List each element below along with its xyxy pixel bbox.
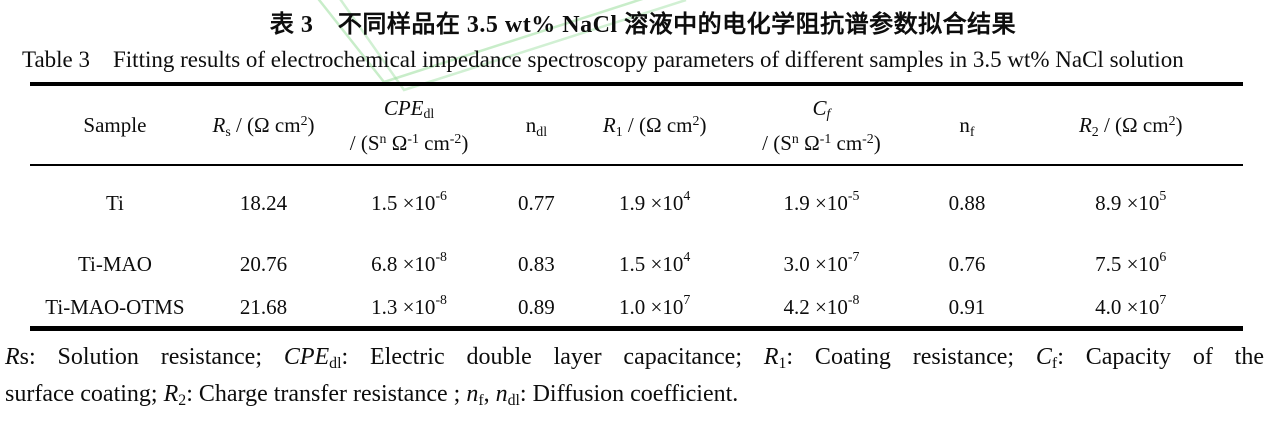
cell-cf: 1.9 ×10 -5 (783, 188, 860, 215)
cell-r2: 8.9 ×10 5 (1095, 188, 1167, 215)
cell-rs: 18.24 (239, 190, 288, 215)
cell-n-f: 0.76 (948, 251, 986, 276)
cell-n-dl: 0.89 (518, 294, 555, 319)
cell-cf: 3.0 ×10 -7 (783, 249, 860, 276)
cell-rs: 20.76 (239, 251, 288, 276)
col-header-r2: R2 / (Ω cm2) (1019, 86, 1243, 164)
cell-cf: 4.2 ×10 -8 (783, 292, 860, 319)
footnote-line-2: surface coating; R2: Charge transfer res… (5, 381, 739, 410)
cell-n-f: 0.88 (948, 190, 986, 215)
cell-r1: 1.9 ×10 4 (619, 188, 691, 215)
table-row-ti-mao: Ti-MAO 20.76 6.8 ×10 -8 0.83 1.5 ×10 4 3.0… (30, 240, 1243, 288)
table-header-row: Sample Rs / (Ω cm2) CPEdl / (Sn Ω-1 cm-2… (30, 86, 1243, 164)
col-header-rs: Rs / (Ω cm2) (200, 86, 327, 164)
col-header-sample: Sample (30, 86, 200, 164)
cell-rs: 21.68 (239, 294, 288, 319)
data-table: Sample Rs / (Ω cm2) CPEdl / (Sn Ω-1 cm-2… (30, 82, 1243, 331)
header-text: R1 / (Ω cm2) (602, 113, 707, 139)
cell-n-f: 0.91 (948, 294, 986, 319)
col-header-n-f: nf (915, 86, 1018, 164)
col-header-cpe-dl: CPEdl / (Sn Ω-1 cm-2) (327, 86, 491, 164)
cell-cpe-dl: 1.3 ×10 -8 (371, 292, 447, 319)
table-title-english: Table 3 Fitting results of electrochemic… (22, 47, 1184, 72)
cell-r1: 1.5 ×10 4 (619, 249, 691, 276)
header-text: R2 / (Ω cm2) (1078, 113, 1183, 139)
cell-n-dl: 0.77 (518, 190, 555, 215)
cell-cpe-dl: 1.5 ×10 -6 (371, 188, 447, 215)
header-text: CPEdl (383, 95, 435, 122)
header-text: nf (959, 113, 975, 139)
cell-r2: 7.5 ×10 6 (1095, 249, 1167, 276)
col-header-n-dl: ndl (491, 86, 582, 164)
cell-cpe-dl: 6.8 ×10 -8 (371, 249, 447, 276)
table-bottom-rule (30, 326, 1243, 331)
col-header-r1: R1 / (Ω cm2) (582, 86, 728, 164)
table-row-ti-mao-otms: Ti-MAO-OTMS 21.68 1.3 ×10 -8 0.89 1.0 ×10… (30, 288, 1243, 326)
table-top-rule (30, 82, 1243, 86)
header-text: Cf (812, 95, 831, 122)
table-row-ti: Ti 18.24 1.5 ×10 -6 0.77 1.9 ×10 4 1.9 ×10… (30, 166, 1243, 240)
cell-sample: Ti (105, 190, 124, 215)
cell-r1: 1.0 ×10 7 (619, 292, 691, 319)
header-text: Rs / (Ω cm2) (212, 113, 315, 139)
table-title-chinese: 表 3 不同样品在 3.5 wt% NaCl 溶液中的电化学阻抗谱参数拟合结果 (269, 12, 1017, 38)
table-header-rule (30, 164, 1243, 166)
header-unit-text: / (Sn Ω-1 cm-2) (349, 130, 469, 155)
table-footnote: Rs: Solution resistance; CPEdl: Electric… (5, 339, 1264, 413)
header-unit-text: / (Sn Ω-1 cm-2) (762, 130, 881, 155)
footnote-line-1: Rs: Solution resistance; CPEdl: Electric… (5, 344, 1265, 373)
col-header-cf: Cf / (Sn Ω-1 cm-2) (727, 86, 915, 164)
header-text: Sample (83, 113, 147, 137)
cell-sample: Ti-MAO-OTMS (45, 294, 185, 319)
cell-r2: 4.0 ×10 7 (1095, 292, 1167, 319)
header-text: ndl (525, 113, 548, 139)
cell-n-dl: 0.83 (518, 251, 555, 276)
cell-sample: Ti-MAO (77, 251, 152, 276)
